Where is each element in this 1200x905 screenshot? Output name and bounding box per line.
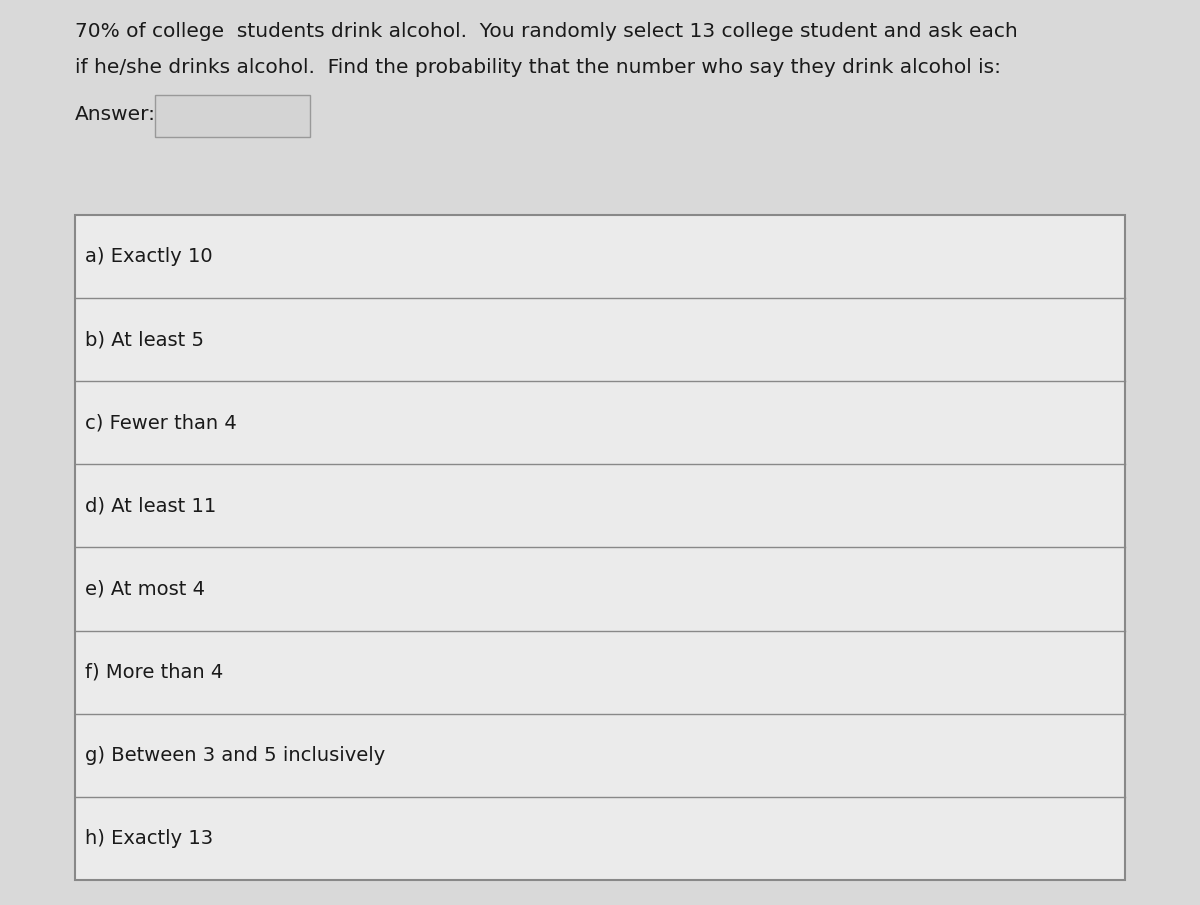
Text: Answer:: Answer: <box>74 106 156 125</box>
Bar <box>74 215 1126 880</box>
Text: d) At least 11: d) At least 11 <box>85 497 216 516</box>
Text: h) Exactly 13: h) Exactly 13 <box>85 829 214 848</box>
Text: if he/she drinks alcohol.  Find the probability that the number who say they dri: if he/she drinks alcohol. Find the proba… <box>74 58 1001 77</box>
Text: g) Between 3 and 5 inclusively: g) Between 3 and 5 inclusively <box>85 746 385 765</box>
Text: a) Exactly 10: a) Exactly 10 <box>85 247 212 266</box>
Text: b) At least 5: b) At least 5 <box>85 330 204 349</box>
Text: c) Fewer than 4: c) Fewer than 4 <box>85 414 236 433</box>
Bar <box>155 95 310 137</box>
Text: 70% of college  students drink alcohol.  You randomly select 13 college student : 70% of college students drink alcohol. Y… <box>74 22 1018 41</box>
Text: e) At most 4: e) At most 4 <box>85 579 205 598</box>
Text: f) More than 4: f) More than 4 <box>85 662 223 681</box>
